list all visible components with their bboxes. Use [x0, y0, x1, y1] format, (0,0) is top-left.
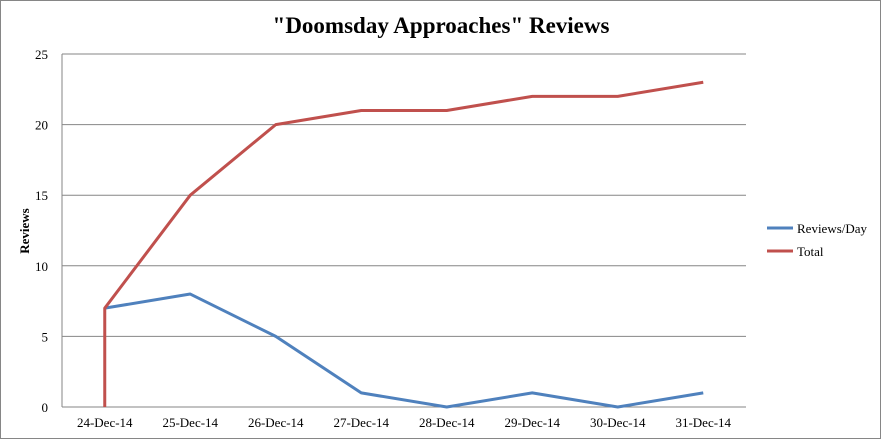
x-tick-label: 26-Dec-14	[248, 415, 304, 430]
y-tick-label: 10	[35, 259, 48, 274]
y-tick-label: 5	[42, 329, 49, 344]
y-tick-label: 0	[42, 400, 49, 415]
x-tick-label: 27-Dec-14	[333, 415, 389, 430]
x-tick-label: 31-Dec-14	[675, 415, 731, 430]
series-line-total	[103, 80, 704, 407]
chart-title: "Doomsday Approaches" Reviews	[273, 13, 610, 38]
x-tick-label: 25-Dec-14	[162, 415, 218, 430]
legend-label: Reviews/Day	[797, 221, 868, 236]
x-tick-label: 29-Dec-14	[504, 415, 560, 430]
x-tick-label: 24-Dec-14	[77, 415, 133, 430]
x-tick-label: 30-Dec-14	[590, 415, 646, 430]
y-tick-label: 25	[35, 47, 48, 62]
legend-label: Total	[797, 244, 824, 259]
x-tick-label: 28-Dec-14	[419, 415, 475, 430]
y-tick-label: 15	[35, 188, 48, 203]
y-axis-label: Reviews	[17, 208, 32, 254]
y-tick-label: 20	[35, 118, 48, 133]
series-line-reviews-day	[104, 292, 704, 409]
